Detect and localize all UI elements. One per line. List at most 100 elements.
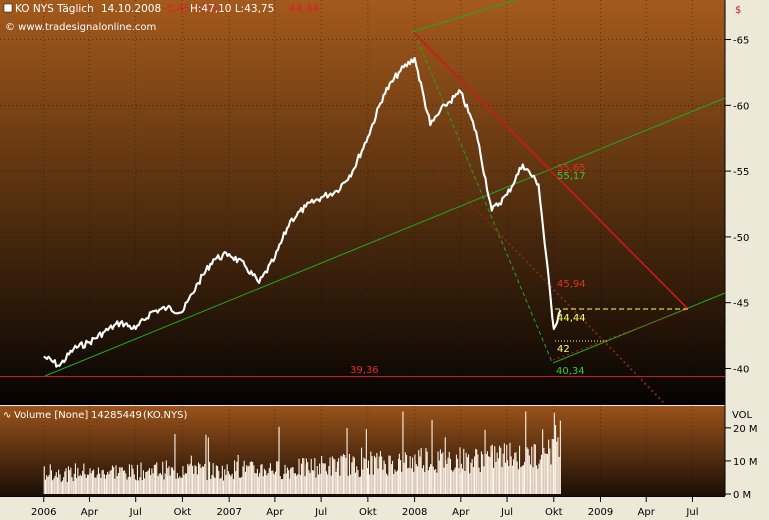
volume-bar <box>117 473 119 494</box>
volume-bar <box>319 463 321 494</box>
volume-bar <box>503 443 505 494</box>
volume-bar <box>432 466 434 494</box>
volume-bar <box>346 428 348 494</box>
volume-bar <box>215 465 217 494</box>
volume-bar <box>145 472 147 494</box>
volume-bar <box>375 457 377 494</box>
volume-bar <box>525 411 527 494</box>
volume-bar <box>271 470 273 494</box>
time-tick-label: Apr <box>81 507 99 518</box>
volume-bar <box>333 458 335 494</box>
volume-bar <box>516 461 518 494</box>
header-last: 44,44 <box>289 3 319 15</box>
volume-bar <box>509 442 511 494</box>
volume-bar <box>136 464 138 494</box>
volume-bar <box>66 482 68 494</box>
volume-bar <box>83 463 85 494</box>
volume-bar <box>510 456 512 494</box>
volume-bar <box>472 467 474 494</box>
volume-bar <box>477 454 479 494</box>
volume-bar <box>409 456 411 494</box>
volume-bar <box>168 466 170 494</box>
volume-bar <box>272 470 274 494</box>
volume-bar <box>419 456 421 494</box>
volume-bar <box>204 463 206 494</box>
symbol-color-icon <box>3 3 13 13</box>
volume-bar <box>359 476 361 494</box>
green-dashed-line <box>414 33 553 363</box>
volume-bar <box>363 457 365 494</box>
volume-bar <box>217 466 219 494</box>
volume-bar <box>64 471 66 494</box>
volume-bar <box>125 473 127 494</box>
volume-bar <box>124 470 126 494</box>
annotations: 39,36 55,65 55,17 45,94 44,44 42 40,34 <box>350 163 586 377</box>
volume-bar <box>213 476 215 494</box>
volume-bar <box>435 469 437 494</box>
volume-bar <box>238 477 240 494</box>
volume-bar <box>303 458 305 494</box>
time-tick-label: 2008 <box>402 507 427 518</box>
volume-bar <box>439 449 441 494</box>
volume-bar <box>386 473 388 494</box>
volume-bar <box>340 455 342 494</box>
volume-bar <box>543 448 545 494</box>
volume-bar <box>170 467 172 494</box>
volume-bar <box>365 429 367 494</box>
header-symbol[interactable]: KO NYS Täglich <box>15 3 94 15</box>
volume-bar <box>77 467 79 494</box>
volume-bar <box>506 444 508 494</box>
volume-bar <box>515 452 517 494</box>
volume-bar <box>236 461 238 494</box>
annotation-40-34: 40,34 <box>556 366 585 377</box>
volume-bar <box>126 479 128 494</box>
volume-bar <box>284 464 286 494</box>
volume-bar <box>280 479 282 494</box>
volume-title[interactable]: Volume [None] <box>14 410 88 421</box>
volume-bar <box>56 477 58 494</box>
volume-bar <box>282 479 284 494</box>
volume-bar <box>550 464 552 494</box>
volume-bar <box>148 468 150 494</box>
volume-bar <box>431 419 433 494</box>
volume-bar <box>447 457 449 494</box>
volume-bar <box>132 468 134 494</box>
volume-bar <box>262 476 264 494</box>
volume-bar <box>527 448 529 494</box>
volume-bar <box>407 468 409 494</box>
volume-bar <box>134 479 136 494</box>
volume-symbol-ref: (KO.NYS) <box>143 410 187 421</box>
volume-bar <box>342 453 344 494</box>
time-tick-label: Jul <box>685 507 698 518</box>
volume-bar <box>309 472 311 494</box>
volume-bar <box>387 475 389 494</box>
volume-bar <box>111 465 113 494</box>
volume-bar <box>534 444 536 494</box>
volume-bar <box>182 466 184 494</box>
volume-bar <box>72 481 74 494</box>
volume-bar <box>135 480 137 494</box>
volume-bar <box>546 454 548 494</box>
volume-bar <box>131 464 133 494</box>
price-tick-label: -60 <box>733 101 749 112</box>
volume-bar <box>421 468 423 494</box>
volume-bar <box>211 474 213 494</box>
volume-bar <box>156 462 158 494</box>
volume-bar <box>167 468 169 494</box>
volume-bar <box>414 461 416 494</box>
volume-bar <box>269 463 271 494</box>
volume-bar <box>398 453 400 494</box>
volume-bar <box>288 470 290 494</box>
volume-bar <box>500 447 502 494</box>
volume-bar <box>395 471 397 494</box>
volume-bar <box>404 452 406 494</box>
volume-bar <box>79 474 81 494</box>
volume-bar <box>158 473 160 494</box>
volume-bar <box>88 474 90 494</box>
volume-bar <box>224 469 226 494</box>
volume-bar <box>151 479 153 494</box>
volume-bar <box>93 469 95 494</box>
volume-bar <box>130 476 132 494</box>
volume-bar <box>300 463 302 494</box>
volume-bar <box>256 468 258 494</box>
